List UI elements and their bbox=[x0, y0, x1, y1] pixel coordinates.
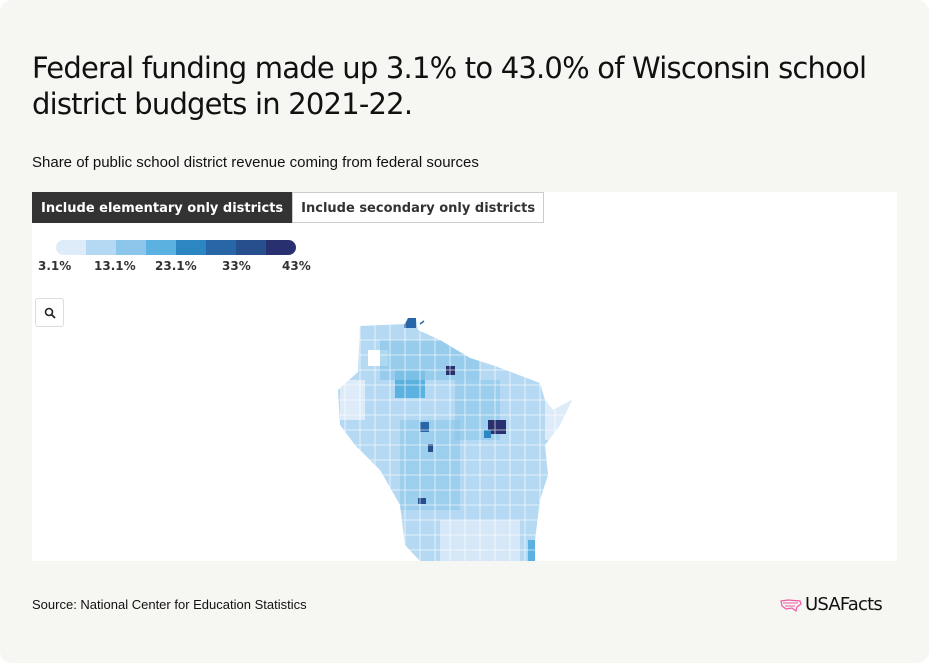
legend-swatch bbox=[116, 240, 146, 255]
legend-label: 23.1% bbox=[155, 259, 197, 273]
usafacts-logo[interactable]: USAFacts bbox=[780, 594, 883, 615]
legend-label: 3.1% bbox=[38, 259, 72, 273]
brand-name: USAFacts bbox=[805, 594, 883, 615]
district-toggle: Include elementary only districts Includ… bbox=[32, 192, 545, 223]
legend-swatch bbox=[56, 240, 86, 255]
map-panel bbox=[32, 192, 897, 561]
usa-map-icon bbox=[780, 598, 802, 612]
tab-elementary[interactable]: Include elementary only districts bbox=[32, 192, 293, 223]
legend-swatch bbox=[176, 240, 206, 255]
source-note: Source: National Center for Education St… bbox=[32, 597, 307, 612]
tab-secondary[interactable]: Include secondary only districts bbox=[292, 192, 545, 223]
search-icon bbox=[44, 307, 56, 319]
legend-swatch bbox=[86, 240, 116, 255]
legend-swatch bbox=[236, 240, 266, 255]
page-title: Federal funding made up 3.1% to 43.0% of… bbox=[32, 51, 867, 121]
legend-swatch bbox=[206, 240, 236, 255]
legend-label: 13.1% bbox=[94, 259, 136, 273]
zoom-button[interactable] bbox=[35, 298, 64, 327]
legend-label: 33% bbox=[222, 259, 251, 273]
subtitle: Share of public school district revenue … bbox=[32, 154, 479, 171]
legend-swatch bbox=[146, 240, 176, 255]
wisconsin-map[interactable] bbox=[32, 192, 897, 561]
legend-swatch bbox=[266, 240, 296, 255]
legend-label: 43% bbox=[282, 259, 311, 273]
color-legend bbox=[56, 240, 296, 255]
